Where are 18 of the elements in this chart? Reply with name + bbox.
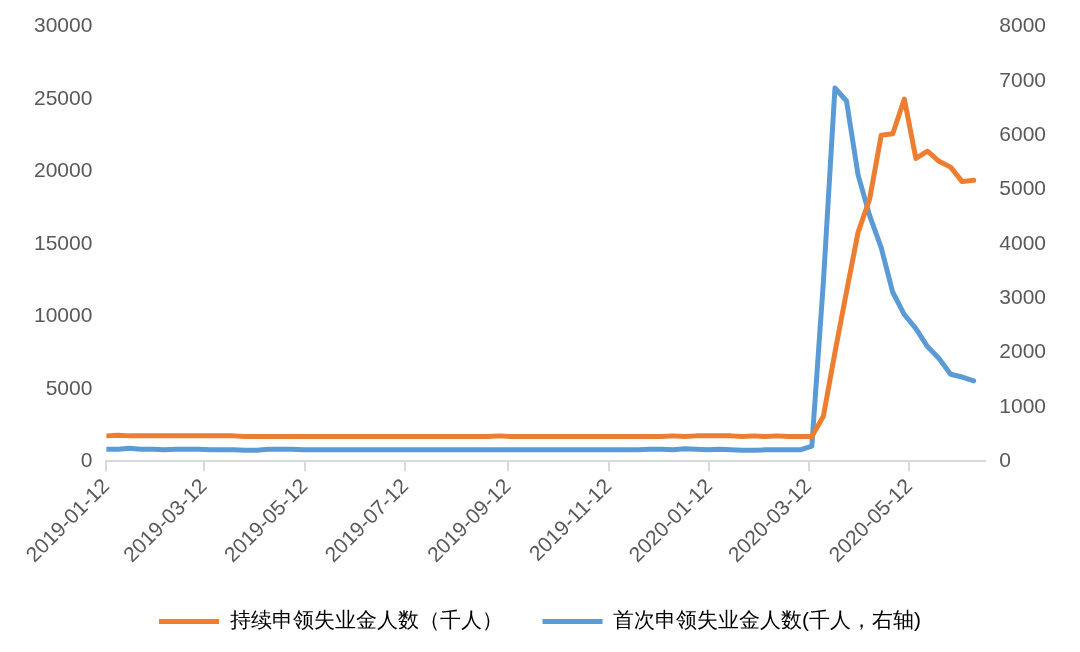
- y2-tick-label: 6000: [999, 122, 1046, 146]
- y-tick-label: 20000: [33, 158, 93, 182]
- y2-tick-label: 3000: [999, 285, 1046, 309]
- y2-tick-label: 0: [999, 448, 1011, 472]
- y2-tick-label: 4000: [999, 230, 1046, 254]
- legend-label: 持续申领失业金人数（千人）: [229, 608, 503, 632]
- y-tick-label: 0: [80, 448, 93, 472]
- y-tick-label: 15000: [33, 230, 93, 254]
- y-tick-label: 30000: [33, 13, 93, 37]
- y2-tick-label: 7000: [999, 67, 1046, 91]
- y2-tick-label: 2000: [999, 339, 1046, 363]
- legend-label: 首次申领失业金人数(千人，右轴): [613, 608, 922, 632]
- y-tick-label: 25000: [33, 85, 93, 109]
- y2-tick-label: 1000: [999, 393, 1046, 417]
- y-tick-label: 10000: [33, 303, 93, 327]
- y-tick-label: 5000: [45, 375, 93, 399]
- y2-tick-label: 5000: [999, 176, 1046, 200]
- y2-tick-label: 8000: [999, 13, 1046, 37]
